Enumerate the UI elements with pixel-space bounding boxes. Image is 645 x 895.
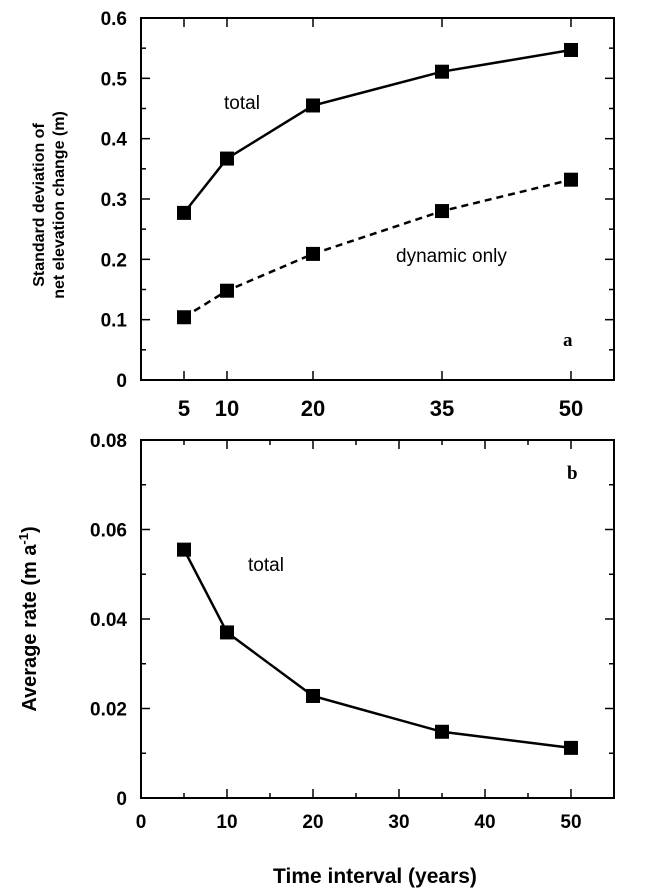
panel-b-y-tick-label: 0.04 <box>90 610 127 631</box>
panel-b-x-tick-label: 10 <box>216 812 237 833</box>
panel-a-x-tick-label: 35 <box>430 396 454 421</box>
panel-b-series <box>177 542 578 755</box>
panel-a-series-1-marker <box>220 151 234 166</box>
panel-a-y-axis-label-line1: Standard deviation of <box>31 123 48 287</box>
panel-b-x-tick-label: 0 <box>136 812 147 833</box>
panel-b-y-axis-label-superscript: -1 <box>16 533 31 545</box>
panel-a-y-tick-label: 0.3 <box>101 190 127 211</box>
panel-b-x-tick-label: 50 <box>560 812 581 833</box>
panel-a-series-2-line <box>183 178 572 319</box>
panel-a: 0 0.1 0.2 0.3 0.4 0.5 0.6 5 10 20 35 50 Standard d… <box>31 9 615 421</box>
panel-a-series-2-marker <box>435 204 449 219</box>
panel-a-y-tick-label: 0.5 <box>101 69 128 90</box>
panel-a-letter: a <box>563 330 573 351</box>
panel-b-series-1-marker <box>220 625 234 640</box>
panel-a-series-2-marker <box>306 246 320 261</box>
panel-a-y-tick-label: 0.6 <box>101 9 127 30</box>
panel-a-x-ticks: 5 10 20 35 50 <box>178 18 583 421</box>
panel-a-y-tick-label: 0 <box>116 371 127 392</box>
panel-a-series-1-marker <box>435 64 449 79</box>
panel-b-series-1-line <box>182 549 572 750</box>
panel-a-series-1-marker <box>306 98 320 113</box>
panel-a-x-tick-label: 10 <box>215 396 239 421</box>
panel-a-x-tick-label: 20 <box>301 396 325 421</box>
panel-b-series-1-marker <box>435 724 449 739</box>
panel-b-x-tick-label: 30 <box>388 812 409 833</box>
panel-a-series-1-marker <box>177 205 191 220</box>
panel-a-y-tick-label: 0.1 <box>101 311 128 332</box>
panel-b-total-annotation: total <box>248 555 284 576</box>
panel-a-series-2-marker <box>220 283 234 298</box>
panel-b-x-tick-label: 40 <box>474 812 495 833</box>
panel-b: 0 0.02 0.04 0.06 0.08 0 10 20 30 40 50 Average ra… <box>16 431 615 833</box>
panel-b-series-1-marker <box>177 542 191 557</box>
panel-a-series-1-marker <box>564 42 578 57</box>
panel-b-y-tick-label: 0.06 <box>90 521 127 542</box>
panel-a-series-2-marker <box>177 310 191 325</box>
panel-b-series-1-marker <box>564 740 578 755</box>
panel-a-total-annotation: total <box>224 93 260 114</box>
panel-a-y-tick-label: 0.4 <box>101 130 128 151</box>
panel-a-series <box>177 42 578 325</box>
panel-b-x-tick-label: 20 <box>302 812 323 833</box>
panel-b-y-axis-label: Average rate (m a-1) <box>16 526 41 711</box>
panel-b-y-tick-label: 0 <box>116 789 127 810</box>
panel-b-x-ticks: 0 10 20 30 40 50 <box>136 440 615 833</box>
panel-b-y-ticks: 0 0.02 0.04 0.06 0.08 <box>90 431 614 810</box>
panel-a-x-tick-label: 50 <box>559 396 583 421</box>
panel-b-letter: b <box>567 463 578 484</box>
panel-a-y-axis-label-line2: net elevation change (m) <box>51 111 68 299</box>
panel-a-dynamic-annotation: dynamic only <box>396 246 507 267</box>
panel-a-y-tick-label: 0.2 <box>101 250 127 271</box>
panel-b-y-tick-label: 0.08 <box>90 431 127 452</box>
panel-b-y-axis-label-main: Average rate (m a <box>19 544 41 712</box>
panel-a-y-ticks: 0 0.1 0.2 0.3 0.4 0.5 0.6 <box>101 9 614 392</box>
panel-b-y-tick-label: 0.02 <box>90 700 127 721</box>
panel-a-x-tick-label: 5 <box>178 396 190 421</box>
panel-a-series-2-marker <box>564 172 578 187</box>
panel-a-plot-frame <box>140 17 615 381</box>
panel-b-y-axis-label-end: ) <box>19 526 41 533</box>
x-axis-label: Time interval (years) <box>273 865 477 888</box>
panel-a-series-1-line <box>183 48 572 214</box>
panel-b-series-1-marker <box>306 688 320 703</box>
